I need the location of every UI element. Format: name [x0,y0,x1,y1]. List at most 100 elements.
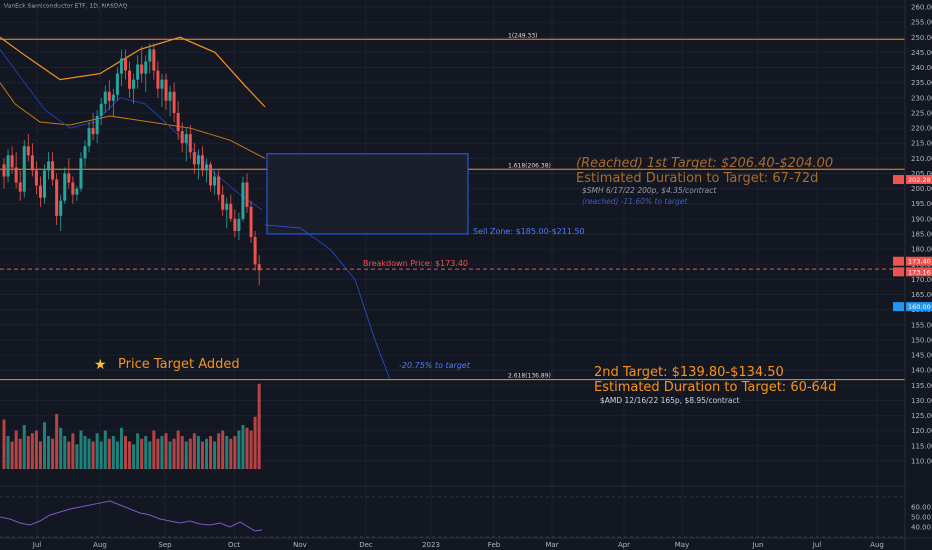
candle-body [132,79,136,89]
candle-body [209,164,213,186]
volume-bar [22,425,26,469]
volume-bar [59,427,63,469]
candle-body [184,134,188,144]
volume-bar [140,438,144,469]
volume-bar [128,441,132,469]
time-tick-label: Jun [752,541,764,549]
candle-body [59,200,63,216]
volume-bar [115,441,119,469]
volume-bar [136,433,140,469]
time-tick-label: Sep [158,541,172,549]
volume-bar [241,425,245,469]
price-tick-label: 145.00 [911,352,932,360]
volume-bar [71,433,75,469]
volume-bar [168,441,172,469]
candle-body [38,185,42,198]
volume-bar [176,430,180,469]
price-badge-label: 173.16 [908,268,931,276]
price-tick-label: 120.00 [911,427,932,435]
candle-body [30,155,34,171]
fib-label: 1.618(206.38) [508,162,551,169]
volume-bar [188,438,192,469]
candle-body [18,182,22,192]
volume-bar [245,427,249,469]
volume-bar [63,436,67,469]
price-target-added-label: Price Target Added [118,357,240,372]
volume-bar [83,436,87,469]
volume-bar [221,430,225,469]
volume-bar [119,427,123,469]
volume-bar [38,441,42,469]
price-badge-label: 160.00 [908,303,931,311]
projection-curve [264,224,391,380]
price-tick-label: 110.00 [911,458,932,466]
candle-body [79,158,83,189]
volume-bar [144,436,148,469]
candle-body [164,79,168,101]
time-tick-label: Jul [32,541,42,549]
target1-annotation: (Reached) 1st Target: $206.40-$204.00 Es… [576,156,833,206]
candle-body [237,218,241,231]
volume-bar [34,430,38,469]
volume-bar [2,419,6,469]
volume-bar [209,436,213,469]
price-badge-tag [893,175,904,185]
volume-bar [79,430,83,469]
candle-body [34,170,38,186]
time-tick-label: Oct [228,541,240,549]
volume-bar [196,436,200,469]
price-tick-label: 210.00 [911,155,932,163]
price-tick-label: 215.00 [911,140,932,148]
volume-bar [124,436,127,469]
price-tick-label: 155.00 [911,321,932,329]
candle-body [14,167,18,183]
volume-bar [14,430,18,469]
time-tick-label: Feb [488,541,501,549]
volume-bar [233,436,237,469]
candle-body [249,206,253,238]
sell-zone-label: Sell Zone: $185.00-$211.50 [473,227,585,236]
target1-line1: (Reached) 1st Target: $206.40-$204.00 [576,156,833,171]
volume-bar [91,441,95,469]
volume-bar [18,438,22,469]
volume-bar [47,436,51,469]
target1-reached: (reached) -11.60% to target [582,197,688,206]
time-tick-label: Aug [870,541,884,549]
candle-body [128,70,132,89]
volume-bar [30,433,34,469]
price-tick-label: 170.00 [911,276,932,284]
candle-body [225,203,229,210]
sell-zone-box [266,153,469,235]
rsi-tick-label: 40.00 [911,524,931,532]
price-tick-label: 115.00 [911,442,932,450]
rsi-bands [0,496,905,538]
time-tick-label: Dec [359,541,373,549]
volume-bar [172,438,176,469]
candle-body [221,194,225,210]
volume-bar [43,422,46,469]
volume-bar [75,444,79,469]
candle-body [192,152,196,165]
candle-body [253,237,257,265]
candle-body [152,49,156,71]
candle-body [67,173,71,183]
time-tick-label: May [675,541,689,549]
price-tick-label: 240.00 [911,64,932,72]
volume-bar [237,430,241,469]
star-icon: ★ [94,357,107,373]
price-tick-label: 205.00 [911,170,932,178]
candle-body [172,91,176,113]
time-tick-label: Mar [545,541,558,549]
candle-body [6,155,10,177]
volume-bar [152,430,156,469]
price-badge [906,256,932,266]
price-badge-tag [893,256,904,266]
candle-body [200,155,204,171]
ma-orange-short [0,82,266,159]
volume-bar [67,441,71,469]
volume-bar [253,416,257,469]
price-tick-label: 140.00 [911,367,932,375]
time-axis[interactable]: Jul Aug Sep Oct Nov Dec 2023 Feb Mar Apr May Jun Jul… [32,541,884,549]
price-tick-label: 180.00 [911,246,932,254]
